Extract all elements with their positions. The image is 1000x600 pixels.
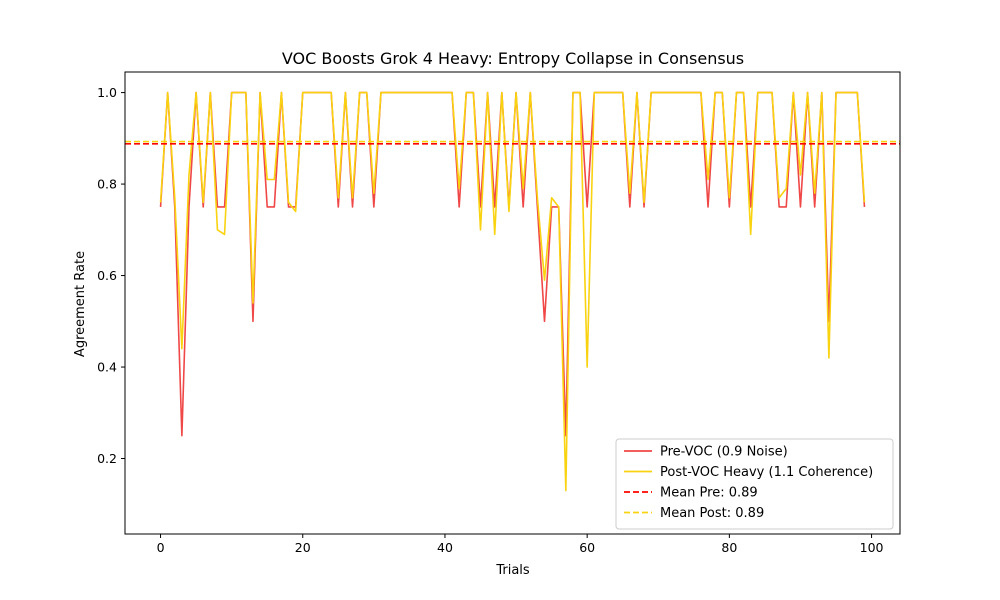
x-tick-label: 40 — [437, 540, 453, 555]
chart-title: VOC Boosts Grok 4 Heavy: Entropy Collaps… — [282, 49, 744, 68]
series-line-post-voc — [159, 91, 866, 492]
y-tick-label: 1.0 — [97, 85, 117, 100]
y-tick-label: 0.2 — [97, 451, 117, 466]
legend-label-post-voc: Post-VOC Heavy (1.1 Coherence) — [660, 465, 873, 480]
x-tick-label: 100 — [860, 540, 884, 555]
plot-area — [125, 91, 900, 492]
y-tick-label: 0.8 — [97, 177, 117, 192]
x-tick-label: 0 — [157, 540, 165, 555]
legend-label-mean-post: Mean Post: 0.89 — [660, 506, 764, 521]
y-axis-label: Agreement Rate — [73, 251, 88, 357]
legend-label-pre-voc: Pre-VOC (0.9 Noise) — [660, 445, 788, 460]
axes: 0 20 40 60 80 100 0.2 0.4 0.6 0.8 1.0 — [97, 71, 901, 555]
legend-box — [615, 438, 894, 530]
y-tick-label: 0.4 — [97, 360, 117, 375]
x-tick-label: 80 — [721, 540, 737, 555]
x-axis-label: Trials — [495, 563, 530, 578]
legend: Pre-VOC (0.9 Noise) Post-VOC Heavy (1.1 C… — [615, 438, 894, 530]
x-tick-label: 20 — [295, 540, 311, 555]
plot-frame — [124, 71, 901, 535]
x-tick-label: 60 — [579, 540, 595, 555]
legend-label-mean-pre: Mean Pre: 0.89 — [660, 486, 758, 501]
y-tick-label: 0.6 — [97, 268, 117, 283]
